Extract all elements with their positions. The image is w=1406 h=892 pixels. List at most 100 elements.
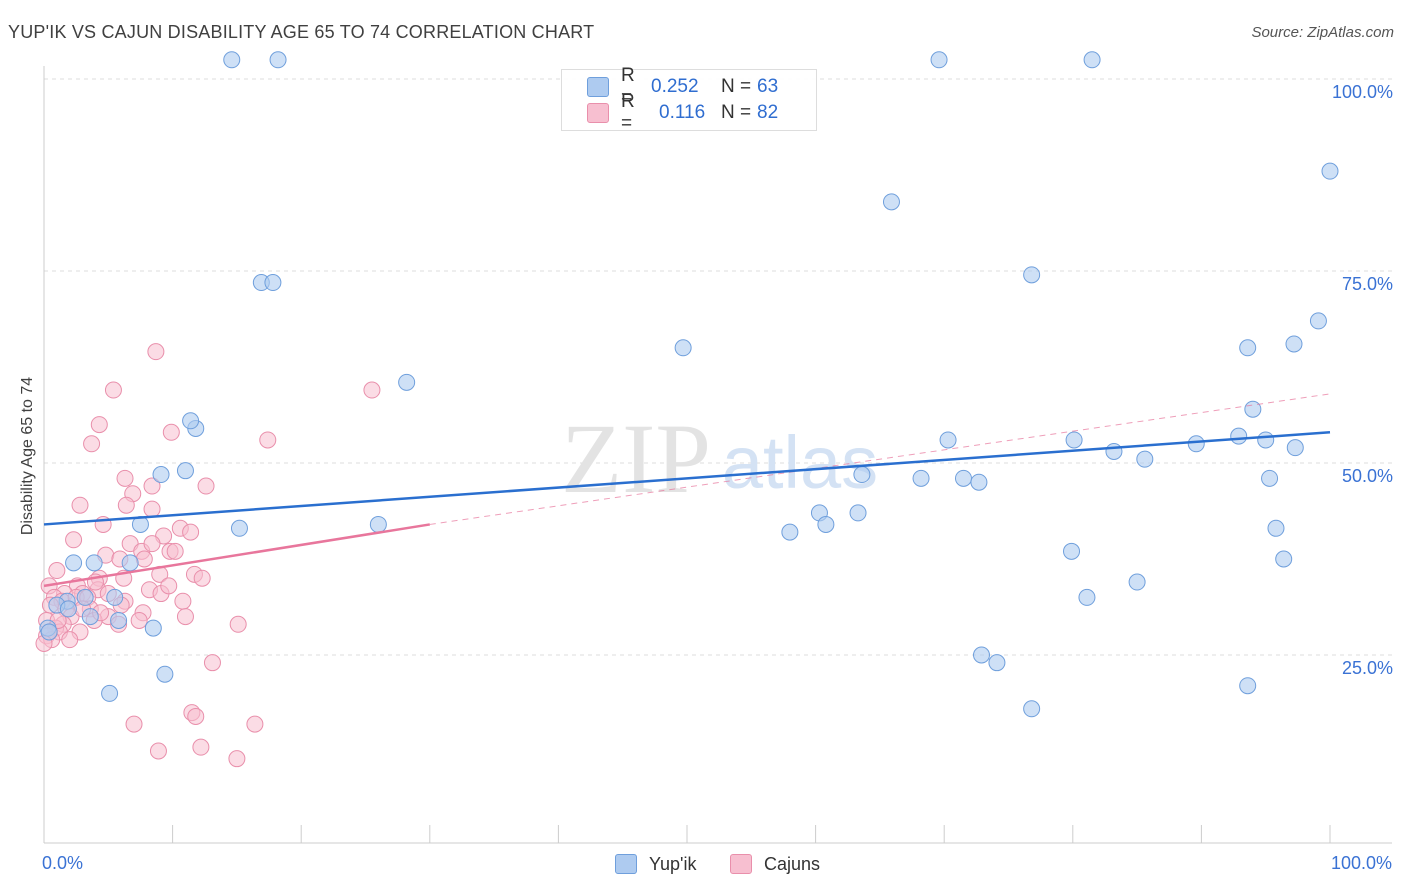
r-value: 0.116 [659, 102, 706, 123]
yupik-swatch [615, 854, 637, 874]
cajuns-trend-extension [429, 393, 1331, 525]
yupik-point [1244, 400, 1262, 418]
source-credit: Source: ZipAtlas.com [1251, 24, 1394, 41]
yupik-point [817, 515, 835, 533]
cajuns-point [61, 631, 79, 649]
yupik-point [853, 466, 871, 484]
watermark-atlas: atlas [722, 421, 878, 504]
cajuns-point [229, 615, 247, 633]
yupik-point [988, 654, 1006, 672]
cajuns-point [143, 500, 161, 518]
yupik-point [1286, 439, 1304, 457]
yupik-point [1065, 431, 1083, 449]
cajuns-point [65, 531, 83, 549]
yupik-point [121, 554, 139, 572]
r-label: R = [621, 91, 635, 134]
cajuns-point [162, 423, 180, 441]
yupik-point [182, 412, 200, 430]
cajuns-point [125, 715, 143, 733]
yupik-point [1023, 700, 1041, 718]
cajuns-point [90, 416, 108, 434]
y-tick-label: 25.0% [1342, 658, 1393, 678]
yupik-swatch [587, 77, 609, 97]
cajuns-point [246, 715, 264, 733]
stats-legend: R = 0.252 N = 63 R = 0.116 N = 82 [561, 65, 817, 134]
yupik-point [781, 523, 799, 541]
cajuns-point [197, 477, 215, 495]
n-value: 63 [757, 76, 779, 97]
yupik-point [1267, 519, 1285, 537]
cajuns-point [147, 343, 165, 361]
cajuns-point [104, 381, 122, 399]
watermark: ZIP atlas [561, 403, 878, 514]
yupik-point [101, 684, 119, 702]
cajuns-point [116, 469, 134, 487]
x-max-label: 100.0% [1330, 853, 1392, 873]
yupik-point [912, 469, 930, 487]
yupik-point [1063, 542, 1081, 560]
cajuns-point [182, 523, 200, 541]
yupik-point [970, 473, 988, 491]
yupik-point [849, 504, 867, 522]
cajuns-point [143, 535, 161, 553]
yupik-point [882, 193, 900, 211]
bottom-legend-cajuns: Cajuns [730, 852, 820, 876]
yupik-point [1078, 588, 1096, 606]
yupik-point [106, 588, 124, 606]
chart-title: YUP'IK VS CAJUN DISABILITY AGE 65 TO 74 … [8, 22, 595, 42]
yupik-point [972, 646, 990, 664]
r-label: R = [621, 65, 635, 108]
y-tick-label: 75.0% [1342, 274, 1393, 294]
yupik-point [110, 611, 128, 629]
cajuns-point [149, 742, 167, 760]
cajuns-point [193, 569, 211, 587]
axis-layer [43, 66, 1392, 844]
yupik-point [1230, 427, 1248, 445]
yupik-point [1136, 450, 1154, 468]
cajuns-point [187, 707, 205, 725]
yupik-label: Yup'ik [649, 853, 697, 874]
yupik-point [1285, 335, 1303, 353]
bottom-legend-yupik: Yup'ik [615, 852, 696, 876]
yupik-point [954, 469, 972, 487]
cajuns-point [130, 611, 148, 629]
y-tick-label: 50.0% [1342, 466, 1393, 486]
yupik-trend-line [43, 431, 1331, 526]
cajuns-point [228, 750, 246, 768]
cajuns-point [83, 435, 101, 453]
r-value: 0.252 [651, 76, 699, 97]
cajuns-point [192, 738, 210, 756]
cajuns-points [35, 343, 381, 768]
cajuns-point [117, 496, 135, 514]
yupik-point [1128, 573, 1146, 591]
yupik-point [1321, 162, 1339, 180]
yupik-point [269, 51, 287, 69]
yupik-point [939, 431, 957, 449]
yupik-point [398, 373, 416, 391]
yupik-point [1023, 266, 1041, 284]
cajuns-swatch [730, 854, 752, 874]
cajuns-point [135, 550, 153, 568]
cajuns-point [174, 592, 192, 610]
cajuns-swatch [587, 103, 609, 123]
cajuns-point [166, 542, 184, 560]
yupik-point [152, 466, 170, 484]
y-tick-labels: 25.0% 50.0% 75.0% 100.0% [1332, 82, 1393, 678]
cajuns-point [259, 431, 277, 449]
yupik-point [264, 274, 282, 292]
cajuns-point [176, 608, 194, 626]
n-value: 82 [757, 102, 779, 123]
yupik-point [1261, 469, 1279, 487]
yupik-point [930, 51, 948, 69]
legend-row-cajuns: R = 0.116 N = 82 [587, 91, 779, 134]
yupik-point [1275, 550, 1293, 568]
yupik-point [230, 519, 248, 537]
grid-layer [44, 78, 1392, 656]
cajuns-point [143, 477, 161, 495]
yupik-point [40, 623, 58, 641]
yupik-point [1309, 312, 1327, 330]
x-min-label: 0.0% [42, 853, 84, 873]
yupik-point [156, 665, 174, 683]
yupik-point [1083, 51, 1101, 69]
yupik-point [1239, 677, 1257, 695]
